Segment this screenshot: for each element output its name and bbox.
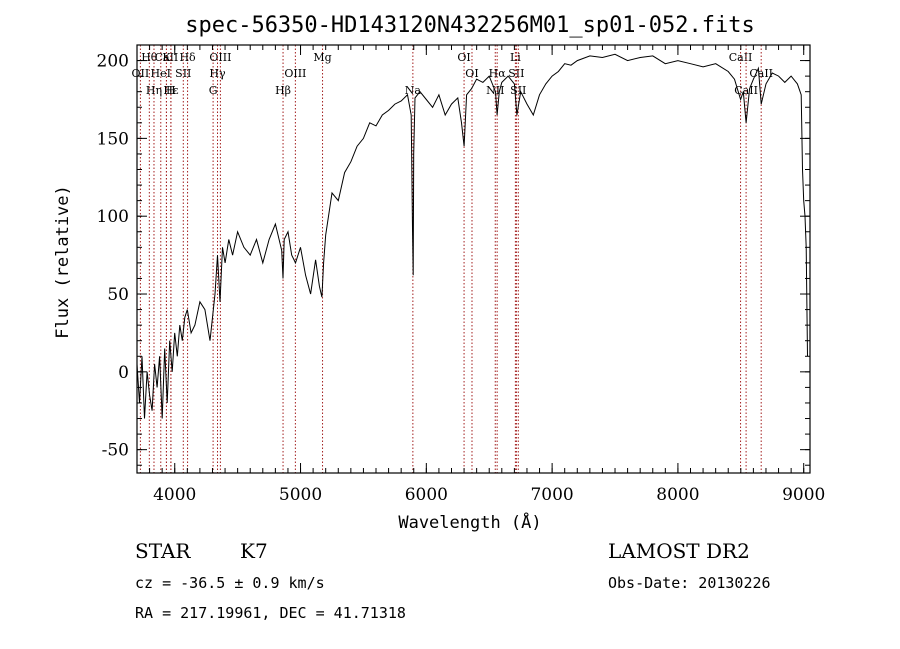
y-tick-label: -50 [102,441,129,461]
x-tick-label: 4000 [153,485,196,505]
line-marker-label: CaII [734,84,758,97]
line-marker-label: OIII [209,51,231,64]
spectrum-line [136,53,808,419]
line-marker-label: HeI [151,67,171,80]
redshift-value: cz = -36.5 ± 0.9 km/s [135,574,325,592]
line-marker-label: Mg [313,51,331,64]
line-marker-label: OI [465,67,478,80]
line-marker-label: CaII [155,51,179,64]
line-marker-label: K [162,51,171,64]
y-axis-label: Flux (relative) [53,185,73,339]
line-marker-label: Hβ [275,84,291,97]
observation-date: Obs-Date: 20130226 [608,574,771,592]
line-marker-label: Hδ [179,51,196,64]
plot-frame [136,44,811,474]
x-tick-label: 7000 [530,485,573,505]
line-marker-label: OII [132,67,150,80]
y-tick-label: 200 [97,52,129,72]
spectrum-series [136,53,808,419]
line-marker-label: CaII [749,67,773,80]
x-axis-label: Wavelength (Å) [398,511,541,533]
object-class: STAR [135,539,191,563]
line-marker-label: Na [405,84,422,97]
chart-title: spec-56350-HD143120N432256M01_sp01-052.f… [185,13,755,38]
coordinates: RA = 217.19961, DEC = 41.71318 [135,604,406,622]
y-tick-label: 100 [97,207,129,227]
line-marker-label: Hα [489,67,507,80]
line-marker-label: Li [510,51,521,64]
y-tick-label: 50 [107,285,129,305]
line-marker-label: OIII [284,67,306,80]
x-tick-label: 6000 [405,485,448,505]
y-axis: -50 0 50 100 150 200 [97,44,810,466]
x-tick-label: 8000 [656,485,699,505]
object-subclass: K7 [240,539,268,563]
y-tick-label: 0 [118,363,129,383]
x-axis: 4000 5000 6000 7000 8000 9000 [136,45,825,505]
line-marker-label: Hε [163,84,179,97]
x-tick-label: 9000 [782,485,825,505]
line-marker-label: SII [510,84,526,97]
line-marker-label: CaII [729,51,753,64]
x-tick-label: 5000 [279,485,322,505]
line-marker-label: Hγ [209,67,226,80]
line-marker-label: Hη [146,84,162,97]
y-tick-label: 150 [97,129,129,149]
line-marker-label: SII [508,67,524,80]
line-marker-label: G [209,84,218,97]
line-marker-label: SII [175,67,191,80]
survey-name: LAMOST DR2 [608,539,750,563]
line-markers: HθOIICaIIKHHδHeISIIHεHηOIIIHγGOIIIHβMgNa… [132,45,773,473]
line-marker-label: OI [457,51,470,64]
